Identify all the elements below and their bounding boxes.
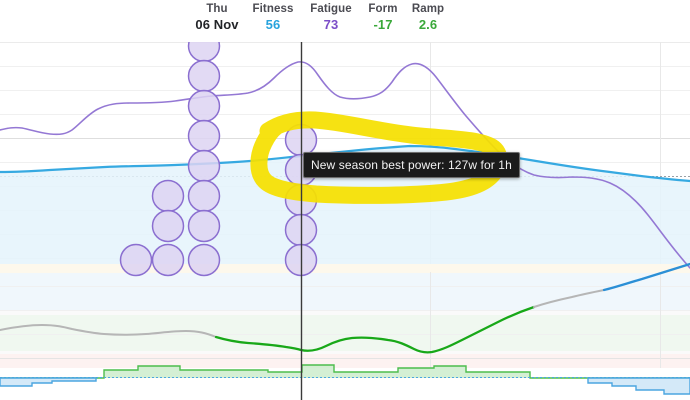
highlighter-annotation	[250, 111, 508, 204]
load-bars-negative-right	[587, 377, 690, 395]
form-line-gray-right	[533, 289, 605, 308]
date-weekday-label: Thu	[206, 3, 228, 15]
fitness-label: Fitness	[252, 3, 294, 15]
zone-band-gap1	[0, 311, 690, 315]
form-label: Form	[368, 3, 398, 15]
zone-band-blue	[0, 273, 690, 311]
load-bars-negative-left	[0, 377, 97, 387]
form-line-gray	[0, 324, 217, 338]
workout-marker[interactable]	[119, 243, 153, 277]
fitness-value: 56	[265, 17, 281, 32]
workout-marker[interactable]	[187, 243, 221, 277]
fatigue-line	[0, 61, 690, 269]
workout-marker[interactable]	[151, 243, 185, 277]
zone-band-red	[0, 354, 690, 368]
workout-markers[interactable]	[119, 29, 318, 277]
workout-marker[interactable]	[187, 89, 221, 123]
workout-marker[interactable]	[187, 179, 221, 213]
zone-band-cream	[0, 264, 690, 273]
form-value: -17	[373, 17, 393, 32]
load-bars-positive	[0, 364, 690, 379]
header-date: Thu 06 Nov	[190, 2, 244, 32]
tooltip-text: New season best power: 127w for 1h	[311, 158, 512, 172]
fatigue-value: 73	[323, 17, 339, 32]
workout-marker[interactable]	[187, 209, 221, 243]
zone-band-gap2	[0, 351, 690, 354]
header-fitness: Fitness 56	[244, 2, 302, 32]
workout-marker[interactable]	[187, 149, 221, 183]
workout-marker[interactable]	[187, 59, 221, 93]
header-ramp: Ramp 2.6	[406, 2, 450, 32]
date-value: 06 Nov	[195, 17, 239, 32]
workout-marker[interactable]	[187, 119, 221, 153]
workout-marker[interactable]	[151, 209, 185, 243]
ramp-value: 2.6	[418, 17, 438, 32]
zone-band-green	[0, 315, 690, 351]
form-zone-bands	[0, 264, 690, 368]
header-metrics: Thu 06 Nov Fitness 56 Fatigue 73 Form -1…	[190, 2, 450, 32]
header-fatigue: Fatigue 73	[302, 2, 360, 32]
form-line-blue-right	[602, 262, 690, 292]
ramp-label: Ramp	[411, 3, 445, 15]
tooltip: New season best power: 127w for 1h	[303, 152, 520, 178]
header-form: Form -17	[360, 2, 406, 32]
chart-header: Thu 06 Nov Fitness 56 Fatigue 73 Form -1…	[0, 0, 690, 42]
workout-marker[interactable]	[151, 179, 185, 213]
fatigue-label: Fatigue	[310, 3, 352, 15]
form-line-green	[214, 305, 536, 354]
